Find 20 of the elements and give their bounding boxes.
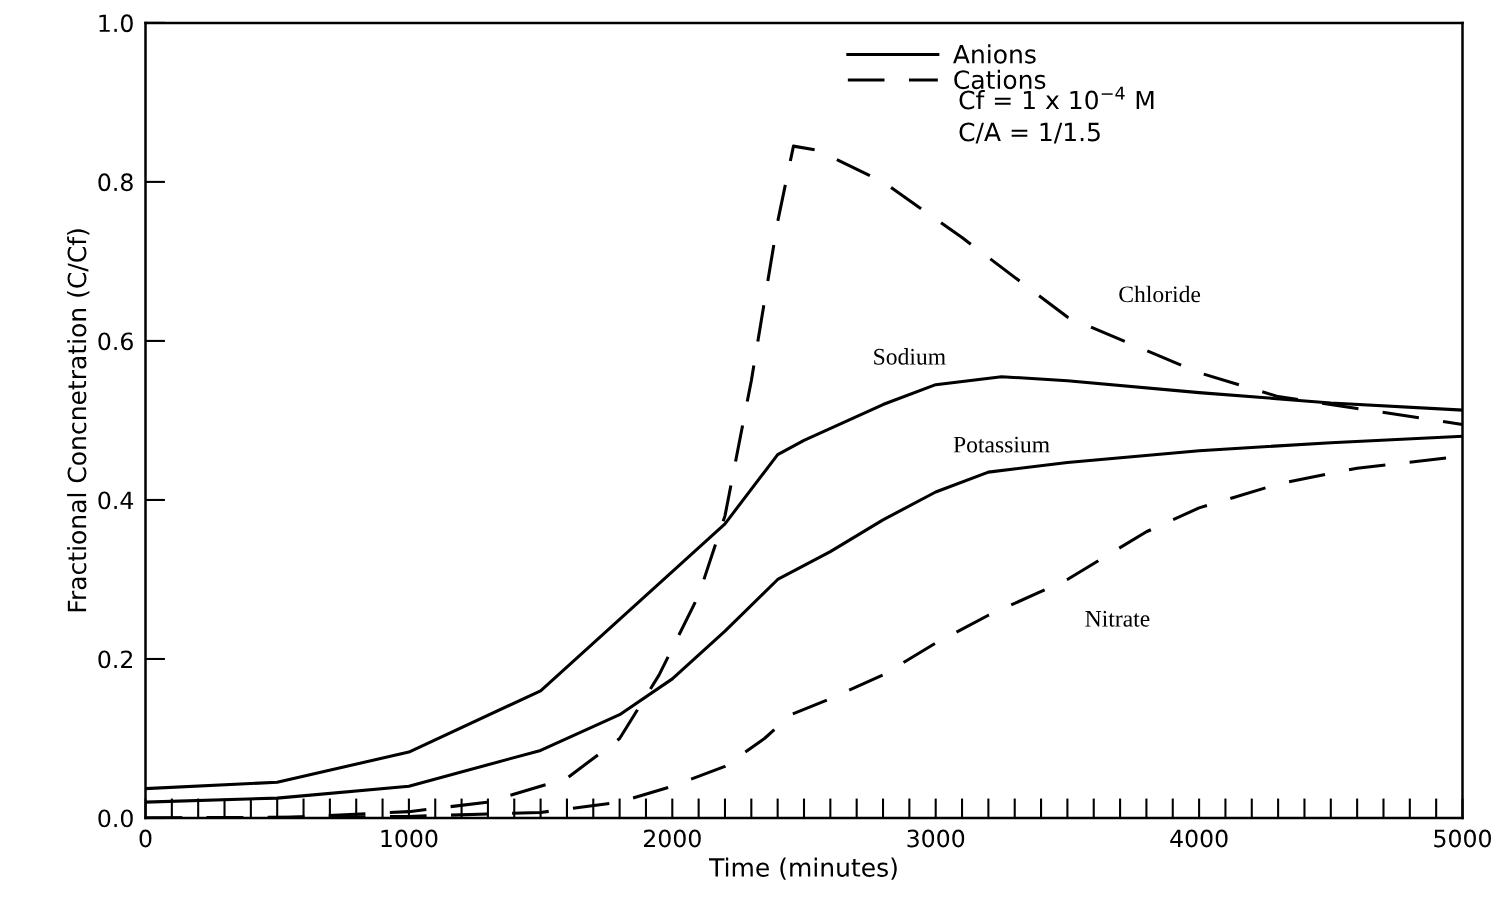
- series-label: Potassium: [953, 436, 1050, 453]
- y-tick-label: 0.4: [98, 491, 134, 510]
- y-tick-label: 0.2: [98, 650, 133, 669]
- series-label: Nitrate: [1085, 610, 1150, 627]
- annotation: C/A = 1/1.5: [959, 122, 1100, 144]
- x-tick-label: 0: [139, 829, 152, 848]
- annotation: Anions: [953, 44, 1036, 64]
- y-tick-label: 0.0: [98, 809, 133, 828]
- y-axis-title: Fractional Concnetration (C/Cf): [67, 229, 90, 612]
- series-label: Sodium: [874, 348, 946, 365]
- x-tick-label: 3000: [907, 829, 965, 848]
- x-tick-label: 2000: [643, 829, 701, 848]
- x-tick-label: 4000: [1170, 829, 1228, 848]
- x-tick-label: 1000: [381, 829, 438, 848]
- y-tick-label: 1.0: [99, 14, 133, 33]
- series-label: Chloride: [1119, 285, 1201, 303]
- y-tick-label: 0.6: [98, 332, 133, 351]
- x-axis-title: Time (minutes): [709, 857, 897, 880]
- y-tick-label: 0.8: [98, 173, 133, 192]
- x-tick-label: 5000: [1434, 829, 1491, 848]
